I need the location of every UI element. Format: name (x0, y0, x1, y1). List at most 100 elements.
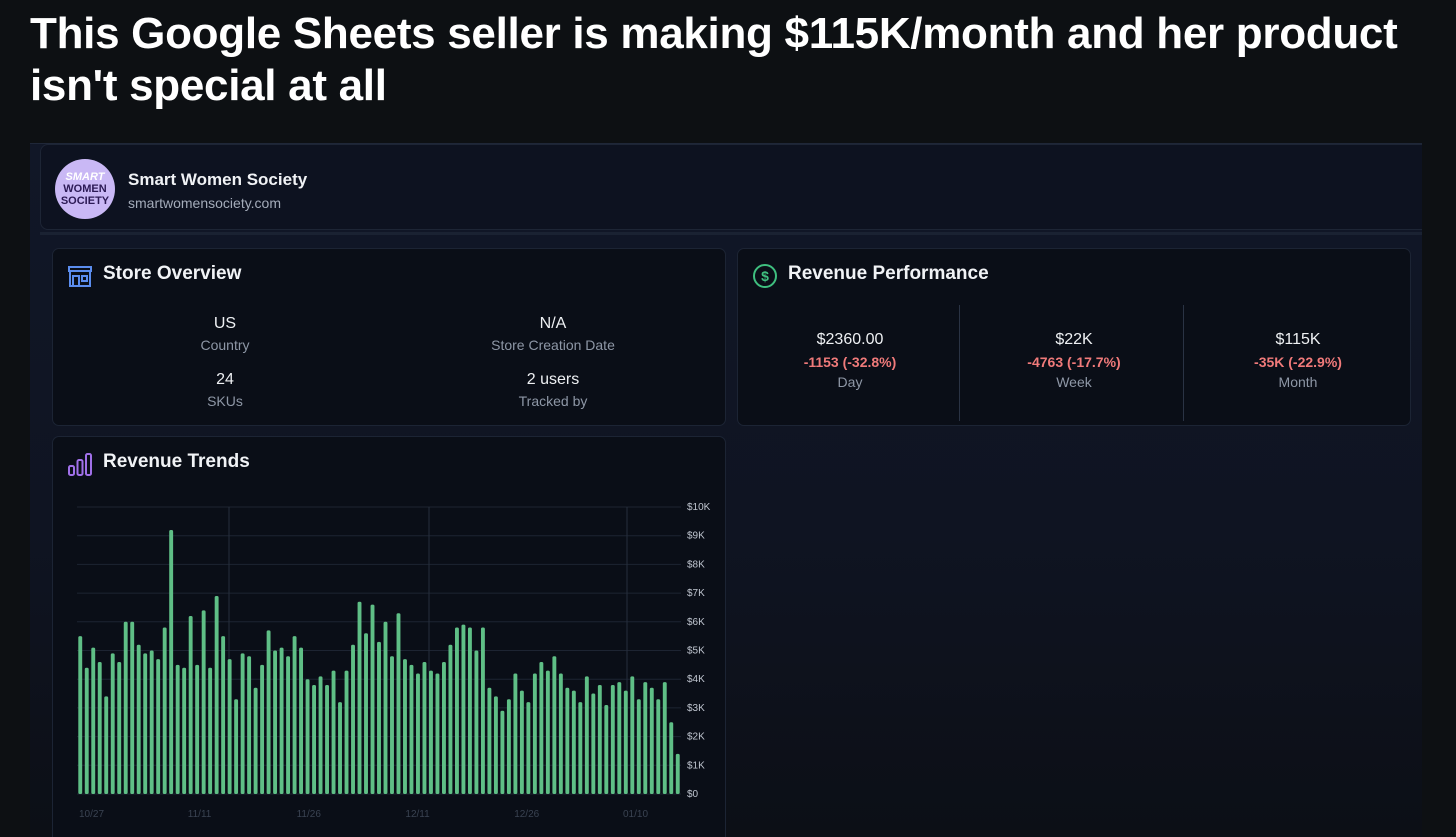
revenue-bar[interactable] (578, 702, 583, 794)
revenue-bar[interactable] (84, 667, 89, 794)
revenue-bar[interactable] (591, 693, 596, 794)
revenue-bar[interactable] (169, 529, 174, 794)
revenue-bar[interactable] (422, 661, 427, 794)
revenue-bar[interactable] (396, 613, 401, 794)
revenue-bar[interactable] (91, 647, 96, 794)
revenue-bar[interactable] (539, 661, 544, 794)
revenue-bar[interactable] (182, 667, 187, 794)
revenue-bar[interactable] (552, 656, 557, 794)
revenue-bar[interactable] (318, 676, 323, 794)
revenue-bar[interactable] (279, 647, 284, 794)
revenue-bar[interactable] (273, 650, 278, 795)
revenue-bar[interactable] (227, 659, 232, 794)
revenue-bar[interactable] (506, 699, 511, 794)
revenue-bar[interactable] (649, 687, 654, 794)
revenue-bar[interactable] (643, 682, 648, 794)
revenue-bar[interactable] (162, 627, 167, 794)
revenue-bar[interactable] (286, 656, 291, 794)
revenue-bar[interactable] (617, 682, 622, 794)
revenue-bar[interactable] (604, 705, 609, 794)
revenue-bar[interactable] (305, 679, 310, 794)
revenue-bar[interactable] (571, 690, 576, 794)
revenue-bar[interactable] (480, 627, 485, 794)
revenue-bar[interactable] (500, 710, 505, 794)
revenue-bar[interactable] (662, 682, 667, 794)
revenue-bar[interactable] (403, 659, 407, 794)
revenue-bar[interactable] (565, 687, 570, 794)
revenue-bar[interactable] (493, 696, 498, 794)
y-tick-label: $1K (687, 760, 705, 771)
revenue-bar[interactable] (610, 684, 615, 794)
revenue-bar[interactable] (416, 673, 420, 794)
revenue-bar[interactable] (377, 641, 381, 794)
revenue-bar[interactable] (260, 664, 265, 794)
revenue-bar[interactable] (364, 633, 368, 794)
revenue-bar[interactable] (545, 670, 550, 794)
revenue-bar[interactable] (357, 601, 362, 794)
revenue-bar[interactable] (487, 687, 492, 794)
revenue-bar[interactable] (623, 690, 628, 794)
revenue-bar[interactable] (344, 670, 349, 794)
revenue-bar[interactable] (240, 653, 245, 794)
revenue-bar[interactable] (584, 676, 589, 794)
revenue-bar[interactable] (474, 650, 479, 795)
revenue-bar[interactable] (519, 690, 524, 794)
revenue-bar[interactable] (351, 644, 355, 794)
revenue-bar[interactable] (188, 616, 193, 794)
revenue-bar[interactable] (636, 699, 641, 794)
revenue-bar[interactable] (338, 702, 342, 794)
revenue-trends-title: Revenue Trends (103, 451, 250, 472)
revenue-bar[interactable] (117, 661, 122, 794)
revenue-bar[interactable] (97, 661, 102, 794)
revenue-bar[interactable] (558, 673, 563, 794)
revenue-bar[interactable] (526, 702, 531, 794)
revenue-bar[interactable] (149, 650, 154, 795)
revenue-bar[interactable] (675, 753, 680, 794)
revenue-bar[interactable] (435, 673, 440, 794)
revenue-separator (1183, 305, 1184, 421)
revenue-bar[interactable] (325, 684, 329, 794)
revenue-bar[interactable] (461, 624, 466, 794)
revenue-bar[interactable] (247, 656, 252, 794)
revenue-bar[interactable] (78, 636, 83, 794)
revenue-bar[interactable] (448, 644, 453, 794)
revenue-bar[interactable] (130, 621, 135, 794)
revenue-bar[interactable] (429, 670, 433, 794)
revenue-bar[interactable] (292, 636, 297, 794)
revenue-bar[interactable] (299, 647, 304, 794)
revenue-bar[interactable] (253, 687, 258, 794)
revenue-bar[interactable] (110, 653, 115, 794)
revenue-bar[interactable] (390, 656, 394, 794)
revenue-bar[interactable] (104, 696, 109, 794)
revenue-bar[interactable] (630, 676, 635, 794)
store-url-link[interactable]: smartwomensociety.com (128, 195, 282, 211)
revenue-bar[interactable] (123, 621, 128, 794)
revenue-bar[interactable] (383, 621, 388, 794)
revenue-bar[interactable] (195, 664, 200, 794)
revenue-bar[interactable] (669, 722, 674, 794)
logo-line-1: SMART (65, 171, 105, 183)
revenue-bar[interactable] (156, 659, 161, 794)
revenue-bar[interactable] (656, 699, 661, 794)
revenue-bar[interactable] (143, 653, 148, 794)
revenue-bar[interactable] (136, 644, 141, 794)
revenue-bar[interactable] (370, 604, 375, 794)
revenue-bar[interactable] (513, 673, 518, 794)
revenue-bar[interactable] (454, 627, 459, 794)
revenue-bar[interactable] (532, 673, 537, 794)
revenue-bar[interactable] (221, 636, 226, 794)
y-tick-label: $4K (687, 674, 705, 685)
revenue-bar[interactable] (208, 667, 213, 794)
revenue-bar[interactable] (312, 684, 317, 794)
revenue-bar[interactable] (201, 610, 206, 794)
dashboard-frame: SMART WOMEN SOCIETY Smart Women Society … (30, 143, 1422, 837)
revenue-bar[interactable] (442, 661, 446, 794)
revenue-bar[interactable] (467, 627, 472, 794)
revenue-bar[interactable] (409, 664, 414, 794)
revenue-bar[interactable] (175, 664, 180, 794)
revenue-bar[interactable] (331, 670, 336, 794)
revenue-bar[interactable] (234, 699, 239, 794)
revenue-bar[interactable] (597, 684, 602, 794)
revenue-bar[interactable] (266, 630, 271, 794)
revenue-bar[interactable] (214, 595, 219, 794)
